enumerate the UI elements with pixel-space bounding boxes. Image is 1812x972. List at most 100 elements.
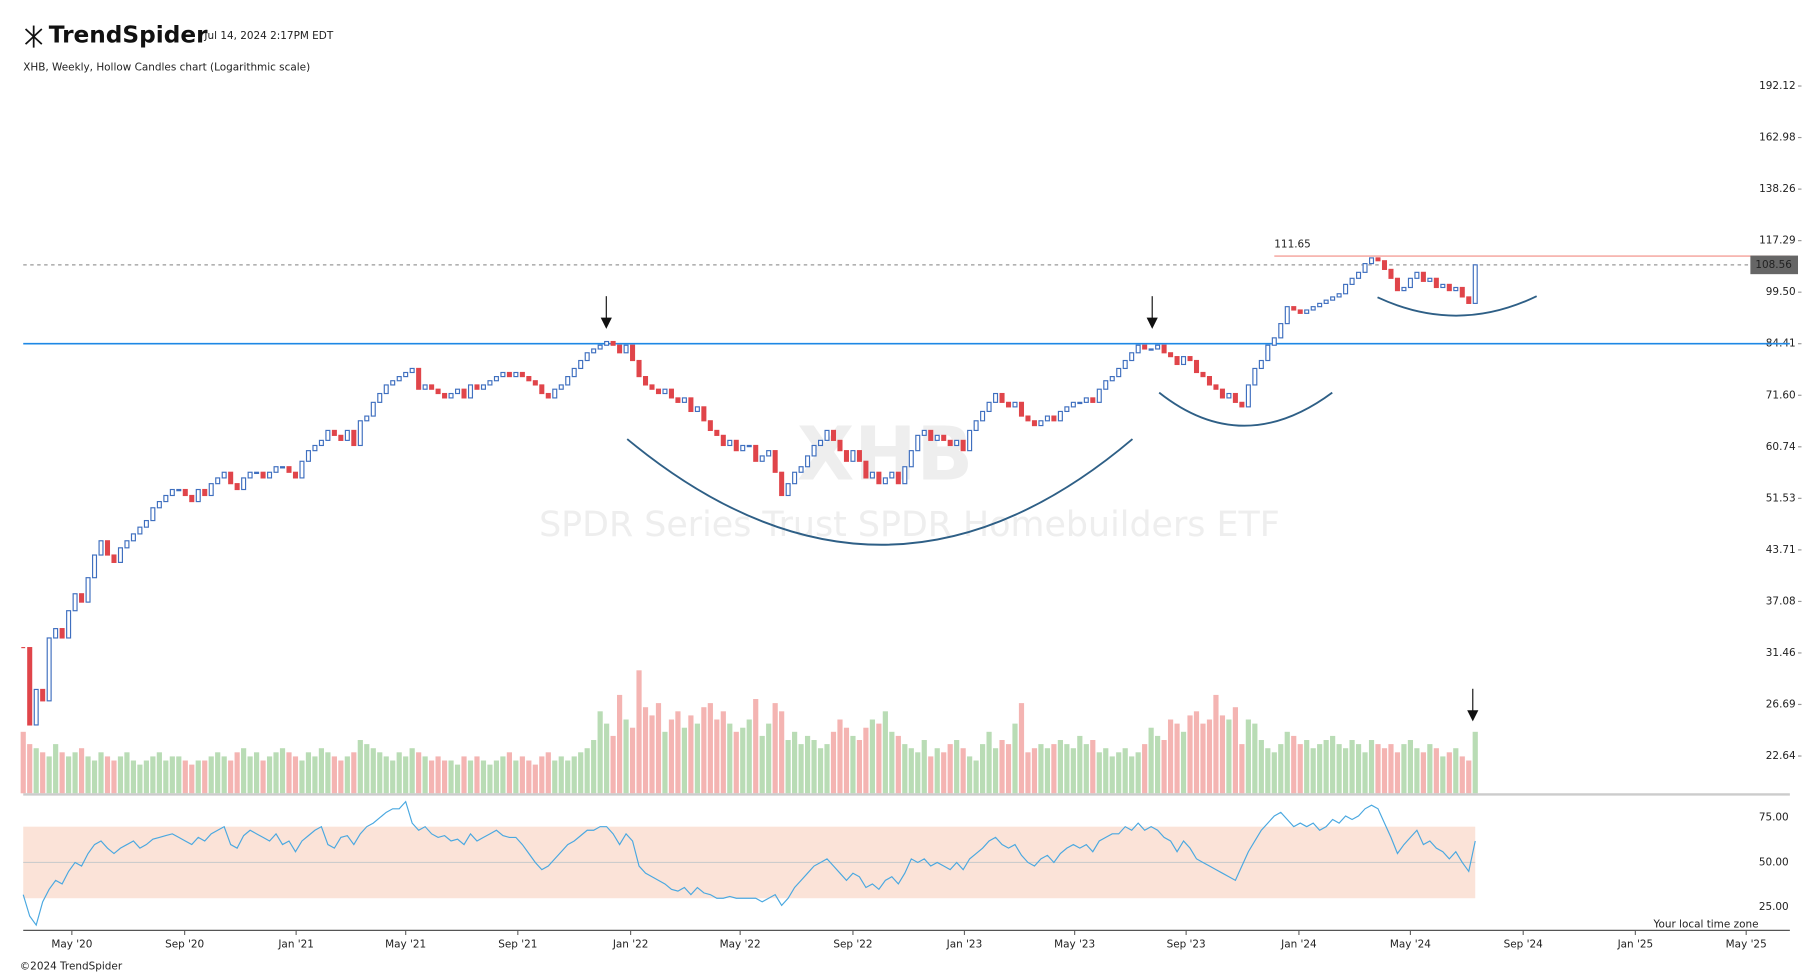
volume-bar (908, 748, 914, 794)
volume-bar (934, 748, 940, 794)
canvas: XHB SPDR Series Trust SPDR Homebuilders … (20, 22, 1802, 972)
volume-bar (104, 756, 111, 794)
volume-bar (1317, 744, 1323, 794)
volume-bar (182, 760, 188, 794)
candle-body (1459, 286, 1465, 298)
volume-bar (1336, 744, 1342, 794)
candle-body (1012, 401, 1018, 408)
candle-body (46, 637, 52, 702)
volume-bar (591, 740, 597, 794)
candle-body (766, 450, 772, 457)
candle-body (1356, 271, 1362, 279)
last-price-box (1750, 255, 1799, 275)
candle-body (228, 471, 234, 485)
volume-bar (1381, 748, 1388, 794)
candle-body (519, 371, 525, 378)
candle-body (33, 688, 39, 726)
volume-bar (383, 756, 389, 794)
volume-bar (1018, 703, 1025, 794)
candle-body (1200, 371, 1206, 378)
volume-bar (604, 723, 610, 794)
rsi-tick-label: 75.00 (1759, 812, 1789, 824)
volume-bar (597, 711, 603, 794)
candle-body (318, 439, 324, 447)
volume-bar (539, 756, 545, 794)
candle-body (338, 434, 344, 441)
volume-bar (1459, 756, 1465, 794)
candle-body (1064, 406, 1070, 413)
candle-body (578, 359, 584, 370)
candle-body (221, 471, 227, 479)
candle-body (422, 384, 428, 390)
volume-bar (1355, 744, 1362, 794)
x-tick-label: May '22 (720, 938, 761, 950)
candle-body (908, 450, 914, 468)
candle-body (117, 547, 123, 563)
volume-bar (1103, 748, 1109, 794)
candle-body (973, 420, 979, 432)
y-tick-label: 138.26 (1759, 183, 1796, 195)
candle-body (163, 494, 169, 503)
candle-body (79, 593, 85, 603)
candle-body (1226, 392, 1232, 399)
candle-body (312, 444, 318, 452)
copyright: ©2024 TrendSpider (20, 960, 123, 972)
candle-body (882, 477, 888, 485)
volume-bar (1180, 731, 1187, 794)
candle-body (1083, 397, 1089, 403)
candle-body (824, 429, 830, 441)
volume-bar (487, 764, 493, 794)
volume-bar (915, 752, 921, 794)
chart-title: XHB, Weekly, Hollow Candles chart (Logar… (23, 61, 310, 73)
candle-body (234, 483, 240, 491)
volume-bar (1193, 711, 1200, 794)
candle-body (571, 367, 577, 378)
candle-body (1051, 415, 1057, 422)
x-tick-label: May '23 (1054, 938, 1095, 950)
volume-bar (279, 748, 286, 794)
candle-body (552, 388, 558, 399)
volume-bar (72, 752, 78, 794)
candle-body (928, 429, 934, 441)
x-tick-label: Sep '24 (1504, 938, 1544, 950)
volume-bar (1174, 723, 1180, 794)
volume-bar (480, 760, 487, 794)
volume-bar (1278, 744, 1284, 794)
x-tick-label: Jan '24 (1280, 938, 1317, 950)
volume-bar (1129, 756, 1135, 794)
volume-bar (247, 756, 253, 794)
x-tick-label: Jan '22 (612, 938, 649, 950)
candle-body (98, 540, 104, 556)
volume-bar (727, 723, 733, 794)
volume-bar (850, 735, 856, 794)
volume-bar (753, 699, 759, 794)
candle-body (156, 500, 162, 509)
volume-bar (331, 756, 337, 794)
volume-bar (1090, 740, 1096, 794)
volume-bar (377, 752, 383, 794)
candle-body (759, 455, 765, 462)
candle-body (1122, 359, 1128, 370)
volume-bar (616, 694, 623, 794)
volume-bar (928, 756, 934, 794)
candle-body (396, 376, 402, 382)
candle-body (630, 344, 636, 362)
candle-body (895, 471, 901, 485)
volume-bar (260, 760, 266, 794)
volume-bar (195, 760, 201, 794)
candle-body (863, 460, 869, 479)
candle-body (830, 429, 837, 441)
volume-bar (493, 760, 500, 794)
candle-body (1038, 420, 1044, 427)
candle-body (843, 450, 849, 462)
candle-body (1265, 344, 1271, 362)
volume-bar (1427, 744, 1433, 794)
volume-bar (1349, 740, 1355, 794)
candle-body (1109, 376, 1115, 382)
candle-body (967, 429, 973, 452)
candle-body (59, 628, 65, 639)
volume-bar (1433, 748, 1439, 794)
volume-bar (1440, 756, 1446, 794)
candle-body (856, 450, 862, 462)
x-tick-label: Sep '21 (498, 938, 537, 950)
